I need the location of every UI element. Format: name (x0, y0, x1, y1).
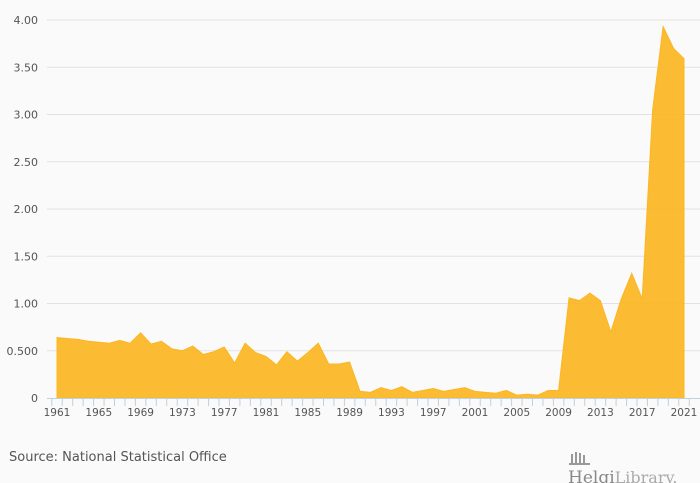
x-tick-label: 2021 (671, 407, 698, 419)
x-tick-label: 1969 (127, 407, 154, 419)
x-tick-label: 2013 (587, 407, 614, 419)
x-tick-label: 1989 (336, 407, 363, 419)
logo-icon (569, 451, 590, 465)
y-tick-label: 0 (31, 392, 38, 405)
y-tick-label: 0.500 (7, 345, 39, 358)
area-series (56, 24, 685, 399)
area-chart: 0 0.500 1.00 1.50 2.00 2.50 3.00 3.50 4.00 1961 19… (7, 14, 700, 419)
x-tick-label: 1993 (378, 407, 405, 419)
x-tick-label: 2009 (545, 407, 572, 419)
y-tick-label: 1.50 (14, 250, 39, 263)
source-note: Source: National Statistical Office (9, 450, 227, 465)
x-tick-label: 1981 (253, 407, 280, 419)
helgilibrary-logo[interactable]: HelgiLibrary. (568, 448, 700, 483)
x-tick-label: 2005 (503, 407, 530, 419)
x-tick-label: 1973 (169, 407, 196, 419)
x-tick-label: 2001 (462, 407, 489, 419)
x-tick-label: 1977 (211, 407, 238, 419)
y-tick-label: 3.50 (14, 61, 39, 74)
x-tick-label: 1965 (85, 407, 112, 419)
x-tick-label: 2017 (629, 407, 656, 419)
y-tick-label: 3.00 (14, 109, 39, 122)
y-tick-label: 1.00 (14, 298, 39, 311)
x-tick-label: 1997 (420, 407, 447, 419)
y-tick-label: 2.00 (14, 203, 39, 216)
x-tick-label: 1961 (44, 407, 71, 419)
y-tick-label: 4.00 (14, 14, 39, 27)
x-tick-label: 1985 (294, 407, 321, 419)
y-tick-label: 2.50 (14, 156, 39, 169)
